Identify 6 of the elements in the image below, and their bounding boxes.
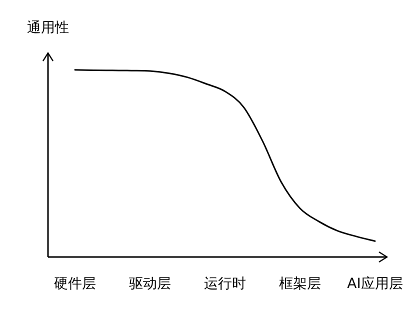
x-tick-label: AI应用层 — [347, 276, 403, 292]
x-tick-label: 驱动层 — [129, 276, 171, 292]
y-axis-title: 通用性 — [27, 20, 69, 36]
x-tick-label: 框架层 — [279, 276, 321, 292]
x-tick-label: 硬件层 — [54, 276, 96, 292]
x-tick-label: 运行时 — [204, 276, 246, 292]
